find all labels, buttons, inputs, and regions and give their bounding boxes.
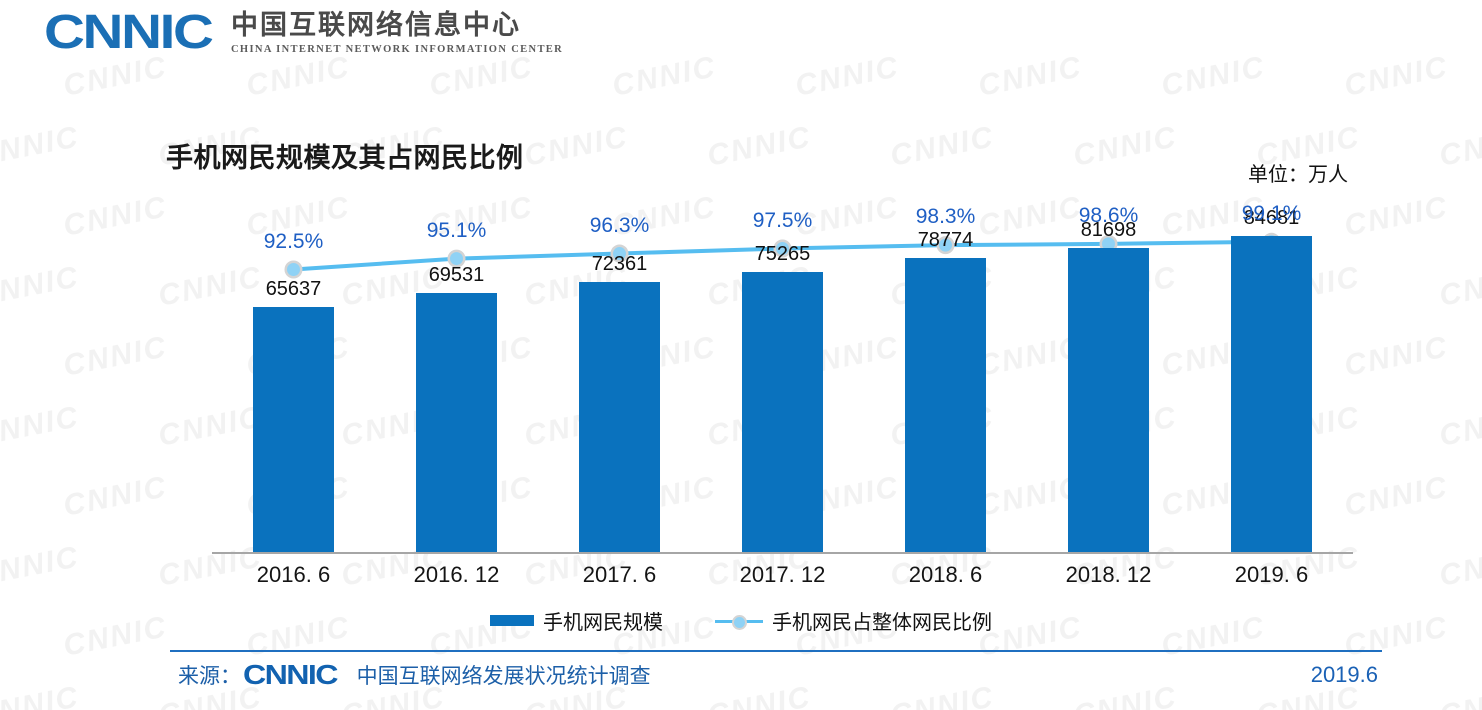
chart-legend: 手机网民规模 手机网民占整体网民比例	[0, 606, 1482, 635]
bar-2017-12[interactable]	[742, 271, 823, 552]
x-axis-label: 2019. 6	[1234, 562, 1309, 587]
footer-source-suffix: 中国互联网络发展状况统计调查	[356, 664, 651, 688]
chart-column: 81698 98.6% 2018. 12	[1027, 200, 1190, 587]
footer-date: 2019.6	[1310, 662, 1378, 687]
legend-bar-swatch-icon	[490, 615, 534, 626]
chart-column: 78774 98.3% 2018. 6	[864, 200, 1027, 587]
legend-line-swatch-icon	[715, 614, 763, 630]
x-axis-label: 2017. 6	[582, 562, 657, 587]
cnnic-logo-chinese: 中国互联网络信息中心	[231, 10, 521, 41]
bar-value-label: 84681	[1243, 207, 1300, 230]
bar-2016-6[interactable]	[253, 307, 334, 552]
bar-value-label: 78774	[917, 229, 974, 252]
line-marker-2018-12[interactable]	[1102, 237, 1115, 251]
footer-divider	[170, 650, 1382, 652]
line-value-label: 99.1%	[1241, 201, 1302, 225]
footer-source: 来源： CNNIC 中国互联网络发展状况统计调查	[178, 660, 651, 690]
bar-2018-6[interactable]	[905, 258, 986, 552]
line-marker-2018-6[interactable]	[939, 238, 952, 252]
footer-source-prefix: 来源：	[178, 664, 241, 688]
line-marker-2017-12[interactable]	[776, 242, 789, 255]
page-header: CNNIC 中国互联网络信息中心 CHINA INTERNET NETWORK …	[0, 0, 1482, 70]
chart-unit-label: 单位：万人	[1248, 162, 1348, 186]
cnnic-logo-text: 中国互联网络信息中心 CHINA INTERNET NETWORK INFORM…	[231, 10, 563, 58]
bar-2017-6[interactable]	[579, 282, 660, 552]
bar-value-label: 72361	[591, 253, 648, 276]
x-axis-label: 2017. 12	[739, 562, 826, 587]
legend-line-label: 手机网民占整体网民比例	[772, 610, 992, 634]
x-axis-label: 2016. 12	[413, 562, 500, 587]
chart-column: 75265 97.5% 2017. 12	[701, 200, 864, 588]
line-value-label: 92.5%	[263, 229, 324, 253]
bar-2019-6[interactable]	[1231, 236, 1312, 552]
cnnic-logo-english: CHINA INTERNET NETWORK INFORMATION CENTE…	[231, 44, 564, 55]
bar-value-label: 65637	[265, 278, 322, 301]
x-axis-label: 2018. 6	[908, 562, 983, 587]
cnnic-logo-mark: CNNIC	[44, 6, 214, 59]
chart-title: 手机网民规模及其占网民比例	[166, 143, 524, 174]
x-axis-label: 2016. 6	[256, 562, 331, 587]
line-value-label: 95.1%	[426, 218, 487, 242]
legend-item-bar[interactable]: 手机网民规模	[490, 606, 663, 635]
page-footer: 来源： CNNIC 中国互联网络发展状况统计调查 2019.6	[0, 658, 1482, 702]
bar-value-label: 69531	[428, 263, 485, 286]
chart-column: 69531 95.1% 2016. 12	[375, 200, 538, 587]
bar-value-label: 81698	[1080, 218, 1137, 241]
x-axis-line	[212, 552, 1353, 554]
chart-column: 72361 96.3% 2017. 6	[538, 200, 701, 587]
line-marker-2017-6[interactable]	[613, 247, 626, 261]
line-marker-2016-6[interactable]	[287, 263, 300, 276]
line-value-label: 97.5%	[752, 208, 813, 232]
bar-2018-12[interactable]	[1068, 247, 1149, 552]
line-value-label: 98.3%	[915, 205, 976, 229]
cnnic-logo: CNNIC 中国互联网络信息中心 CHINA INTERNET NETWORK …	[44, 8, 563, 58]
line-value-label: 96.3%	[589, 213, 650, 237]
bar-2016-12[interactable]	[416, 292, 497, 552]
legend-item-line[interactable]: 手机网民占整体网民比例	[715, 606, 992, 635]
legend-bar-label: 手机网民规模	[543, 610, 663, 634]
bar-value-label: 75265	[754, 242, 811, 265]
chart-column: 84681 99.1% 2019. 6	[1190, 200, 1353, 587]
line-value-label: 98.6%	[1078, 203, 1139, 227]
footer-source-logo: CNNIC	[243, 659, 339, 690]
plot-area: 65637 92.5% 2016. 6 69531 95.1% 2016. 12 72361…	[212, 200, 1353, 588]
chart-column: 65637 92.5% 2016. 6	[212, 200, 375, 587]
x-axis-label: 2018. 12	[1065, 562, 1152, 587]
line-marker-2016-12[interactable]	[450, 252, 463, 266]
